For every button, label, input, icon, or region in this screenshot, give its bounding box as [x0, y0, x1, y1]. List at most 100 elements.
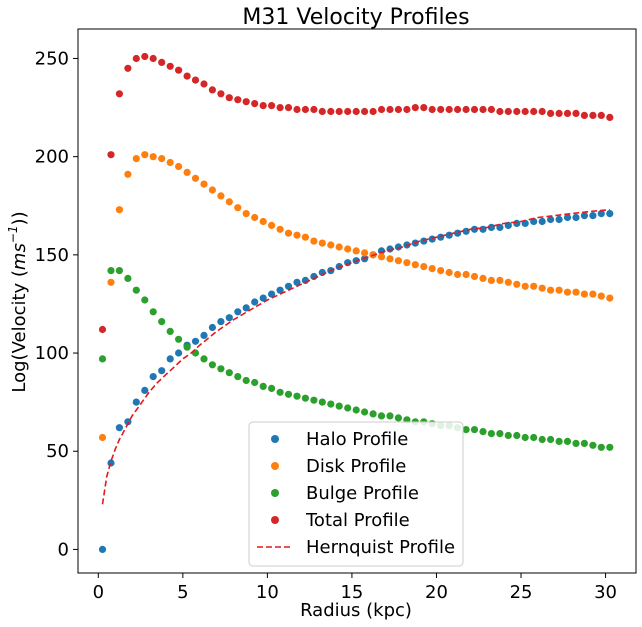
- halo-profile-point: [428, 235, 436, 243]
- total-profile-point: [132, 54, 140, 63]
- total-profile-point: [344, 107, 352, 116]
- halo-profile-point: [445, 231, 453, 239]
- total-profile-point: [251, 100, 259, 108]
- disk-profile-point: [217, 192, 225, 200]
- disk-profile-point: [310, 237, 318, 245]
- disk-profile-legend-label: Disk Profile: [306, 456, 406, 477]
- disk-profile-point: [276, 225, 284, 233]
- bulge-profile-point: [259, 382, 267, 390]
- total-profile-point: [293, 105, 301, 114]
- y-tick-label: 50: [46, 441, 69, 462]
- total-profile-point: [606, 113, 614, 121]
- bulge-profile-point: [470, 426, 479, 434]
- halo-profile-point: [606, 210, 614, 218]
- bulge-profile-legend-swatch: [271, 489, 279, 497]
- disk-profile-point: [530, 282, 538, 290]
- disk-profile-point: [191, 174, 200, 182]
- disk-profile-point: [352, 247, 360, 255]
- bulge-profile-point: [369, 410, 377, 418]
- bulge-profile-point: [149, 308, 157, 316]
- disk-profile-point: [175, 162, 183, 171]
- bulge-profile-point: [479, 428, 487, 436]
- bulge-profile-point: [513, 431, 521, 440]
- disk-profile-point: [98, 433, 107, 442]
- bulge-profile-point: [361, 408, 369, 416]
- disk-profile-point: [158, 155, 166, 163]
- total-profile-point: [158, 58, 166, 66]
- total-profile-point: [107, 151, 115, 159]
- y-tick-label: 200: [35, 147, 69, 168]
- total-profile-point: [445, 105, 453, 114]
- disk-profile-point: [606, 294, 614, 302]
- total-profile-point: [454, 105, 462, 114]
- disk-profile-point: [479, 274, 487, 282]
- halo-profile-point: [251, 298, 259, 306]
- total-profile-point: [437, 105, 445, 114]
- total-profile-point: [555, 109, 563, 117]
- bulge-profile-point: [276, 388, 284, 396]
- total-profile-point: [141, 52, 149, 61]
- disk-profile-point: [377, 253, 386, 261]
- x-tick-label: 0: [93, 582, 104, 603]
- bulge-profile-point: [225, 369, 233, 377]
- disk-profile-point: [403, 259, 411, 267]
- disk-profile-point: [580, 290, 589, 298]
- disk-profile-point: [547, 286, 555, 294]
- halo-profile-point: [98, 545, 107, 554]
- plot-area: [98, 52, 614, 554]
- disk-profile-point: [555, 286, 563, 294]
- disk-profile-point: [251, 213, 259, 222]
- halo-profile-point: [293, 278, 301, 286]
- bulge-profile-point: [200, 355, 208, 363]
- total-profile-point: [589, 111, 597, 119]
- total-profile-point: [98, 325, 107, 334]
- total-profile-point: [504, 107, 512, 116]
- disk-profile-point: [132, 155, 140, 163]
- disk-profile-point: [242, 210, 250, 218]
- disk-profile-point: [200, 180, 208, 188]
- axes: 0 5 10 15 20 25 30 0 50 100 150 200 250: [35, 28, 637, 603]
- total-profile-point: [428, 105, 436, 114]
- x-tick-label: 30: [594, 582, 617, 603]
- bulge-profile-point: [318, 398, 326, 406]
- disk-profile-point: [301, 233, 309, 241]
- disk-profile-point: [149, 153, 157, 161]
- bulge-profile-point: [496, 430, 504, 438]
- total-profile-point: [352, 107, 360, 116]
- disk-profile-point: [420, 263, 428, 271]
- disk-profile-point: [234, 204, 242, 212]
- halo-profile-point: [208, 323, 216, 332]
- disk-profile-point: [437, 267, 445, 275]
- bulge-profile-point: [293, 392, 301, 400]
- disk-profile-point: [572, 288, 580, 296]
- total-profile-point: [268, 102, 276, 110]
- bulge-profile-point: [234, 373, 242, 381]
- total-profile-point: [470, 105, 479, 114]
- plot-frame: [77, 28, 637, 574]
- halo-profile-point: [563, 213, 572, 222]
- disk-profile-point: [293, 231, 301, 239]
- halo-profile-point: [124, 418, 132, 426]
- disk-profile-point: [318, 239, 326, 247]
- bulge-profile-point: [386, 412, 394, 420]
- total-profile-point: [318, 107, 326, 116]
- total-profile-point: [513, 107, 521, 116]
- total-profile-point: [217, 90, 225, 98]
- total-profile-point: [597, 111, 605, 119]
- bulge-profile-point: [606, 443, 614, 451]
- disk-profile-point: [107, 278, 115, 286]
- total-profile-point: [547, 109, 555, 117]
- total-profile-point: [191, 76, 200, 84]
- bulge-profile-point: [580, 439, 589, 447]
- disk-profile-point: [428, 265, 436, 273]
- total-profile-point: [580, 111, 589, 119]
- total-profile-point: [124, 64, 132, 72]
- total-profile-point: [259, 102, 267, 110]
- total-profile-point: [361, 107, 369, 116]
- disk-profile-point: [335, 243, 343, 251]
- bulge-profile-point: [462, 426, 470, 434]
- halo-profile-point: [132, 398, 140, 406]
- halo-profile-point: [284, 282, 293, 290]
- total-profile-legend-swatch: [271, 516, 279, 524]
